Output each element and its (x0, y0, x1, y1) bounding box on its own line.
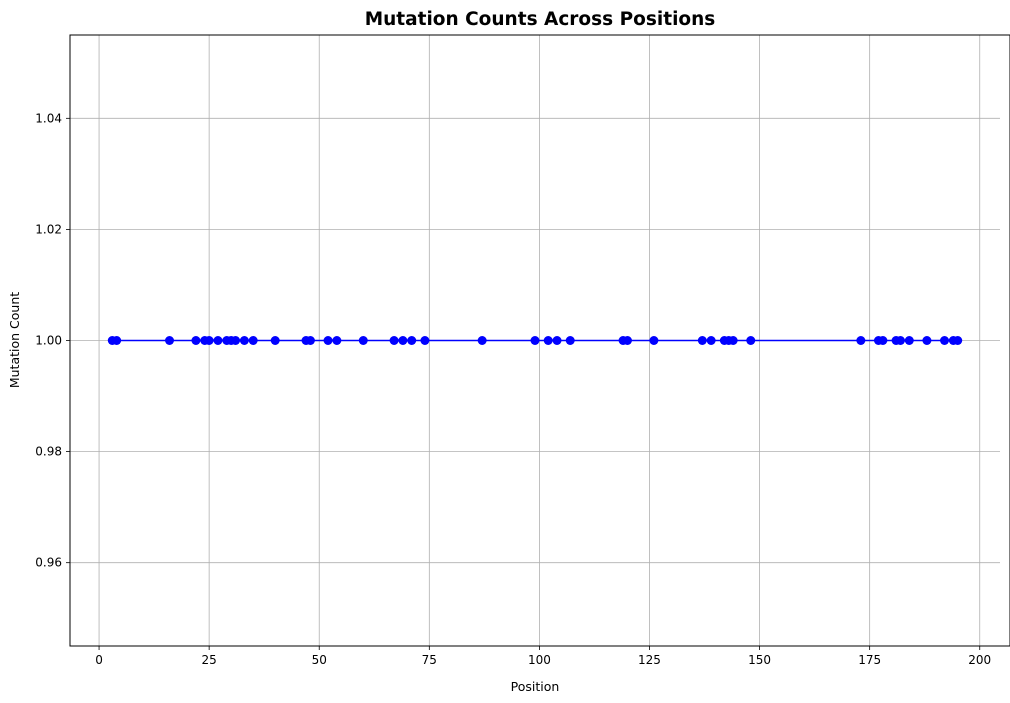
data-point (697, 336, 707, 345)
data-point (398, 336, 408, 345)
data-point (165, 336, 175, 345)
y-tick-label: 1.00 (35, 334, 62, 348)
data-point (112, 336, 122, 345)
x-tick-label: 200 (968, 653, 991, 667)
data-point (543, 336, 553, 345)
x-tick-label: 25 (202, 653, 217, 667)
x-tick-label: 125 (638, 653, 661, 667)
x-axis-label: Position (511, 679, 560, 694)
data-point (332, 336, 342, 345)
data-point (706, 336, 716, 345)
chart-title: Mutation Counts Across Positions (365, 9, 716, 30)
x-tick-label: 150 (748, 653, 771, 667)
x-tick-label: 175 (858, 653, 881, 667)
data-point (530, 336, 540, 345)
data-point (904, 336, 914, 345)
data-point (191, 336, 201, 345)
data-point (728, 336, 738, 345)
y-tick-label: 1.04 (35, 111, 62, 125)
x-tick-label: 100 (528, 653, 551, 667)
data-point (323, 336, 333, 345)
data-point (622, 336, 632, 345)
x-tick-label: 75 (422, 653, 437, 667)
y-axis-label: Mutation Count (7, 292, 22, 388)
y-tick-label: 1.02 (35, 222, 62, 236)
data-point (407, 336, 417, 345)
x-tick-label: 50 (312, 653, 327, 667)
data-point (649, 336, 659, 345)
data-point (477, 336, 487, 345)
data-point (270, 336, 280, 345)
data-point (746, 336, 756, 345)
data-point (248, 336, 258, 345)
data-point (389, 336, 399, 345)
series-layer (107, 336, 963, 345)
data-point (358, 336, 368, 345)
data-point (305, 336, 315, 345)
data-point (940, 336, 950, 345)
x-tick-label: 0 (95, 653, 103, 667)
data-point (231, 336, 241, 345)
data-point (565, 336, 575, 345)
data-point (856, 336, 866, 345)
data-point (239, 336, 249, 345)
data-point (204, 336, 214, 345)
data-point (953, 336, 963, 345)
y-tick-label: 0.96 (35, 556, 62, 570)
ticks: 0 25 50 75 100 125 150 175 200 0.96 0.98 1.00 1.02 1.… (35, 111, 991, 667)
data-point (420, 336, 430, 345)
data-point (895, 336, 905, 345)
y-tick-label: 0.98 (35, 445, 62, 459)
data-point (552, 336, 562, 345)
data-point (922, 336, 932, 345)
data-point (213, 336, 223, 345)
data-point (878, 336, 888, 345)
